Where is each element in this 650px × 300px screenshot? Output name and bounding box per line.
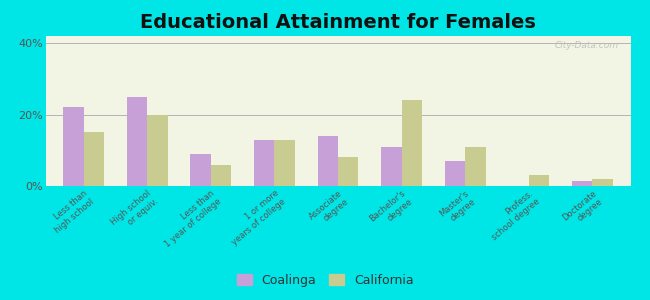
Title: Educational Attainment for Females: Educational Attainment for Females <box>140 13 536 32</box>
Bar <box>148 115 168 186</box>
Bar <box>190 154 211 186</box>
Bar <box>318 136 338 186</box>
Bar <box>274 140 294 186</box>
Bar <box>592 179 613 186</box>
Bar <box>465 147 486 186</box>
Bar <box>84 132 104 186</box>
Bar <box>382 147 402 186</box>
Text: City-Data.com: City-Data.com <box>555 40 619 50</box>
Bar <box>528 175 549 186</box>
Bar <box>402 100 422 186</box>
Bar <box>127 97 148 186</box>
Bar <box>445 161 465 186</box>
Bar <box>338 158 358 186</box>
Legend: Coalinga, California: Coalinga, California <box>233 270 417 291</box>
Bar <box>63 107 84 186</box>
Bar <box>254 140 274 186</box>
Bar <box>211 165 231 186</box>
Bar <box>572 181 592 186</box>
